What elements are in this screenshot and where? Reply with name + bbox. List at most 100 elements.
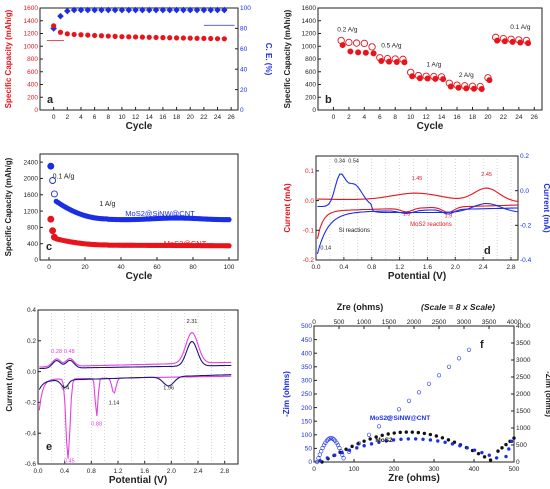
sinw-scaled-point — [317, 452, 322, 457]
x-tick-label: 0 — [312, 466, 316, 473]
x-tick-label: 10 — [407, 114, 415, 121]
x-tick-label: 1.2 — [113, 468, 122, 475]
solid-point — [432, 75, 439, 82]
solid-point — [501, 38, 508, 45]
y-axis-title: Specific Capacity (mAh/g) — [4, 157, 13, 256]
sinw-tail-point — [509, 439, 514, 444]
sinw-scaled-point — [341, 456, 346, 461]
cv-second-anodic — [39, 341, 232, 370]
initial-point — [50, 190, 58, 198]
y2-tick-label: 2000 — [516, 391, 531, 398]
plot-frame — [313, 325, 515, 463]
peak-label: 1.9 — [445, 214, 453, 220]
x-tick-label: 0.0 — [311, 264, 320, 271]
y2-tick-label: 0.2 — [520, 153, 529, 160]
x-tick-label: 20 — [187, 114, 195, 121]
x-axis-title: Cycle — [126, 271, 153, 282]
x-tick-label: 4 — [363, 114, 367, 121]
solid-point — [494, 37, 501, 44]
solid-point — [355, 49, 362, 56]
solid-point — [517, 39, 524, 46]
x-tick-label: 100 — [224, 264, 235, 271]
y2-tick-label: 40 — [240, 66, 248, 73]
ce-point — [104, 6, 112, 14]
peak-label: 0.4 — [62, 385, 70, 391]
plot-frame — [317, 7, 543, 111]
capacity-point — [201, 35, 207, 42]
peak-label: 0.88 — [91, 422, 102, 428]
solid-point — [424, 75, 431, 82]
capacity-point — [71, 31, 77, 38]
x-tick-label: 500 — [509, 466, 520, 473]
capacity-point — [132, 34, 139, 40]
ce-point — [221, 6, 228, 14]
y-tick-label: 300 — [301, 378, 312, 385]
x-tick-label: 10 — [118, 114, 126, 121]
x-tick-label: 20 — [81, 264, 89, 271]
x-tick-label: 26 — [228, 114, 236, 121]
panel-label: a — [47, 94, 54, 106]
cv-red-cathodic — [316, 204, 519, 239]
y2-tick-label: 100 — [240, 5, 251, 12]
y-tick-label: 1600 — [302, 5, 317, 12]
y-tick-label: 2000 — [24, 176, 39, 183]
cv-first-anodic — [39, 332, 232, 368]
y-tick-label: 100 — [301, 432, 312, 439]
y-tick-label: 1200 — [24, 31, 39, 38]
x-tick-label: 2 — [347, 114, 351, 121]
mos2-tail-point — [512, 436, 516, 440]
y-tick-label: 1000 — [24, 43, 39, 50]
cycle-point — [226, 243, 232, 249]
solid-point — [463, 85, 470, 92]
sinw-point — [391, 438, 396, 442]
sinw-point — [384, 439, 388, 443]
sinw-tail-point — [507, 447, 511, 451]
panel-b: 0 2 4 6 8 10 12 14 16 18 20 22 24 2602004006008001000… — [283, 5, 543, 132]
x-tick-label: 6 — [378, 114, 382, 121]
sinw-scaled-tail — [436, 373, 442, 378]
capacity-point — [221, 36, 227, 42]
y2-tick-label: 4000 — [516, 323, 531, 330]
initial-point — [47, 162, 55, 170]
solid-point — [401, 59, 408, 66]
rate-label: 0.5 A/g — [381, 43, 402, 50]
ce-point — [118, 6, 126, 14]
open-point — [345, 38, 353, 47]
y-tick-label: 400 — [301, 350, 312, 357]
x-tick-label: 2.0 — [167, 468, 176, 475]
cycle-point — [226, 217, 232, 223]
solid-point — [378, 58, 385, 64]
mos2-point — [398, 430, 402, 435]
ce-point — [200, 6, 208, 14]
x2-axis-title: Zre (ohms) — [337, 302, 384, 312]
ce-point — [159, 6, 167, 14]
capacity-point — [139, 34, 146, 40]
mos2-point — [440, 436, 445, 440]
solid-point — [440, 76, 447, 83]
sinw-point — [421, 437, 425, 441]
sinw-point — [428, 438, 433, 442]
panel-e: 0.0 0.4 0.8 1.2 1.6 2.0 2.4 2.8 -0.6 -0.4 -0.2 0.0 0… — [5, 307, 239, 486]
y2-tick-label: -0.2 — [520, 223, 532, 230]
y-tick-label: 1000 — [302, 43, 317, 50]
y2-tick-label: 1000 — [516, 425, 531, 432]
peak-label: 2.45 — [481, 172, 492, 178]
ce-point — [57, 12, 64, 20]
y-tick-label: 50 — [305, 446, 313, 453]
capacity-point — [208, 35, 214, 42]
y-tick-label: 250 — [301, 391, 312, 398]
x-tick-label: 26 — [531, 114, 539, 121]
capacity-point — [180, 35, 186, 41]
sinw-scaled-point — [340, 452, 345, 457]
peak-label: 1.14 — [109, 401, 120, 407]
x2-tick-label: 0 — [312, 319, 316, 326]
capacity-point — [112, 33, 118, 39]
sinw-scaled-tail — [456, 356, 462, 361]
solid-point — [409, 73, 416, 80]
solid-point — [486, 77, 493, 84]
sinw-scaled-tail — [366, 432, 372, 437]
capacity-point — [146, 34, 152, 40]
y-tick-label: 0 — [34, 107, 38, 114]
ce-point — [77, 6, 85, 14]
y-tick-label: 200 — [305, 94, 316, 101]
